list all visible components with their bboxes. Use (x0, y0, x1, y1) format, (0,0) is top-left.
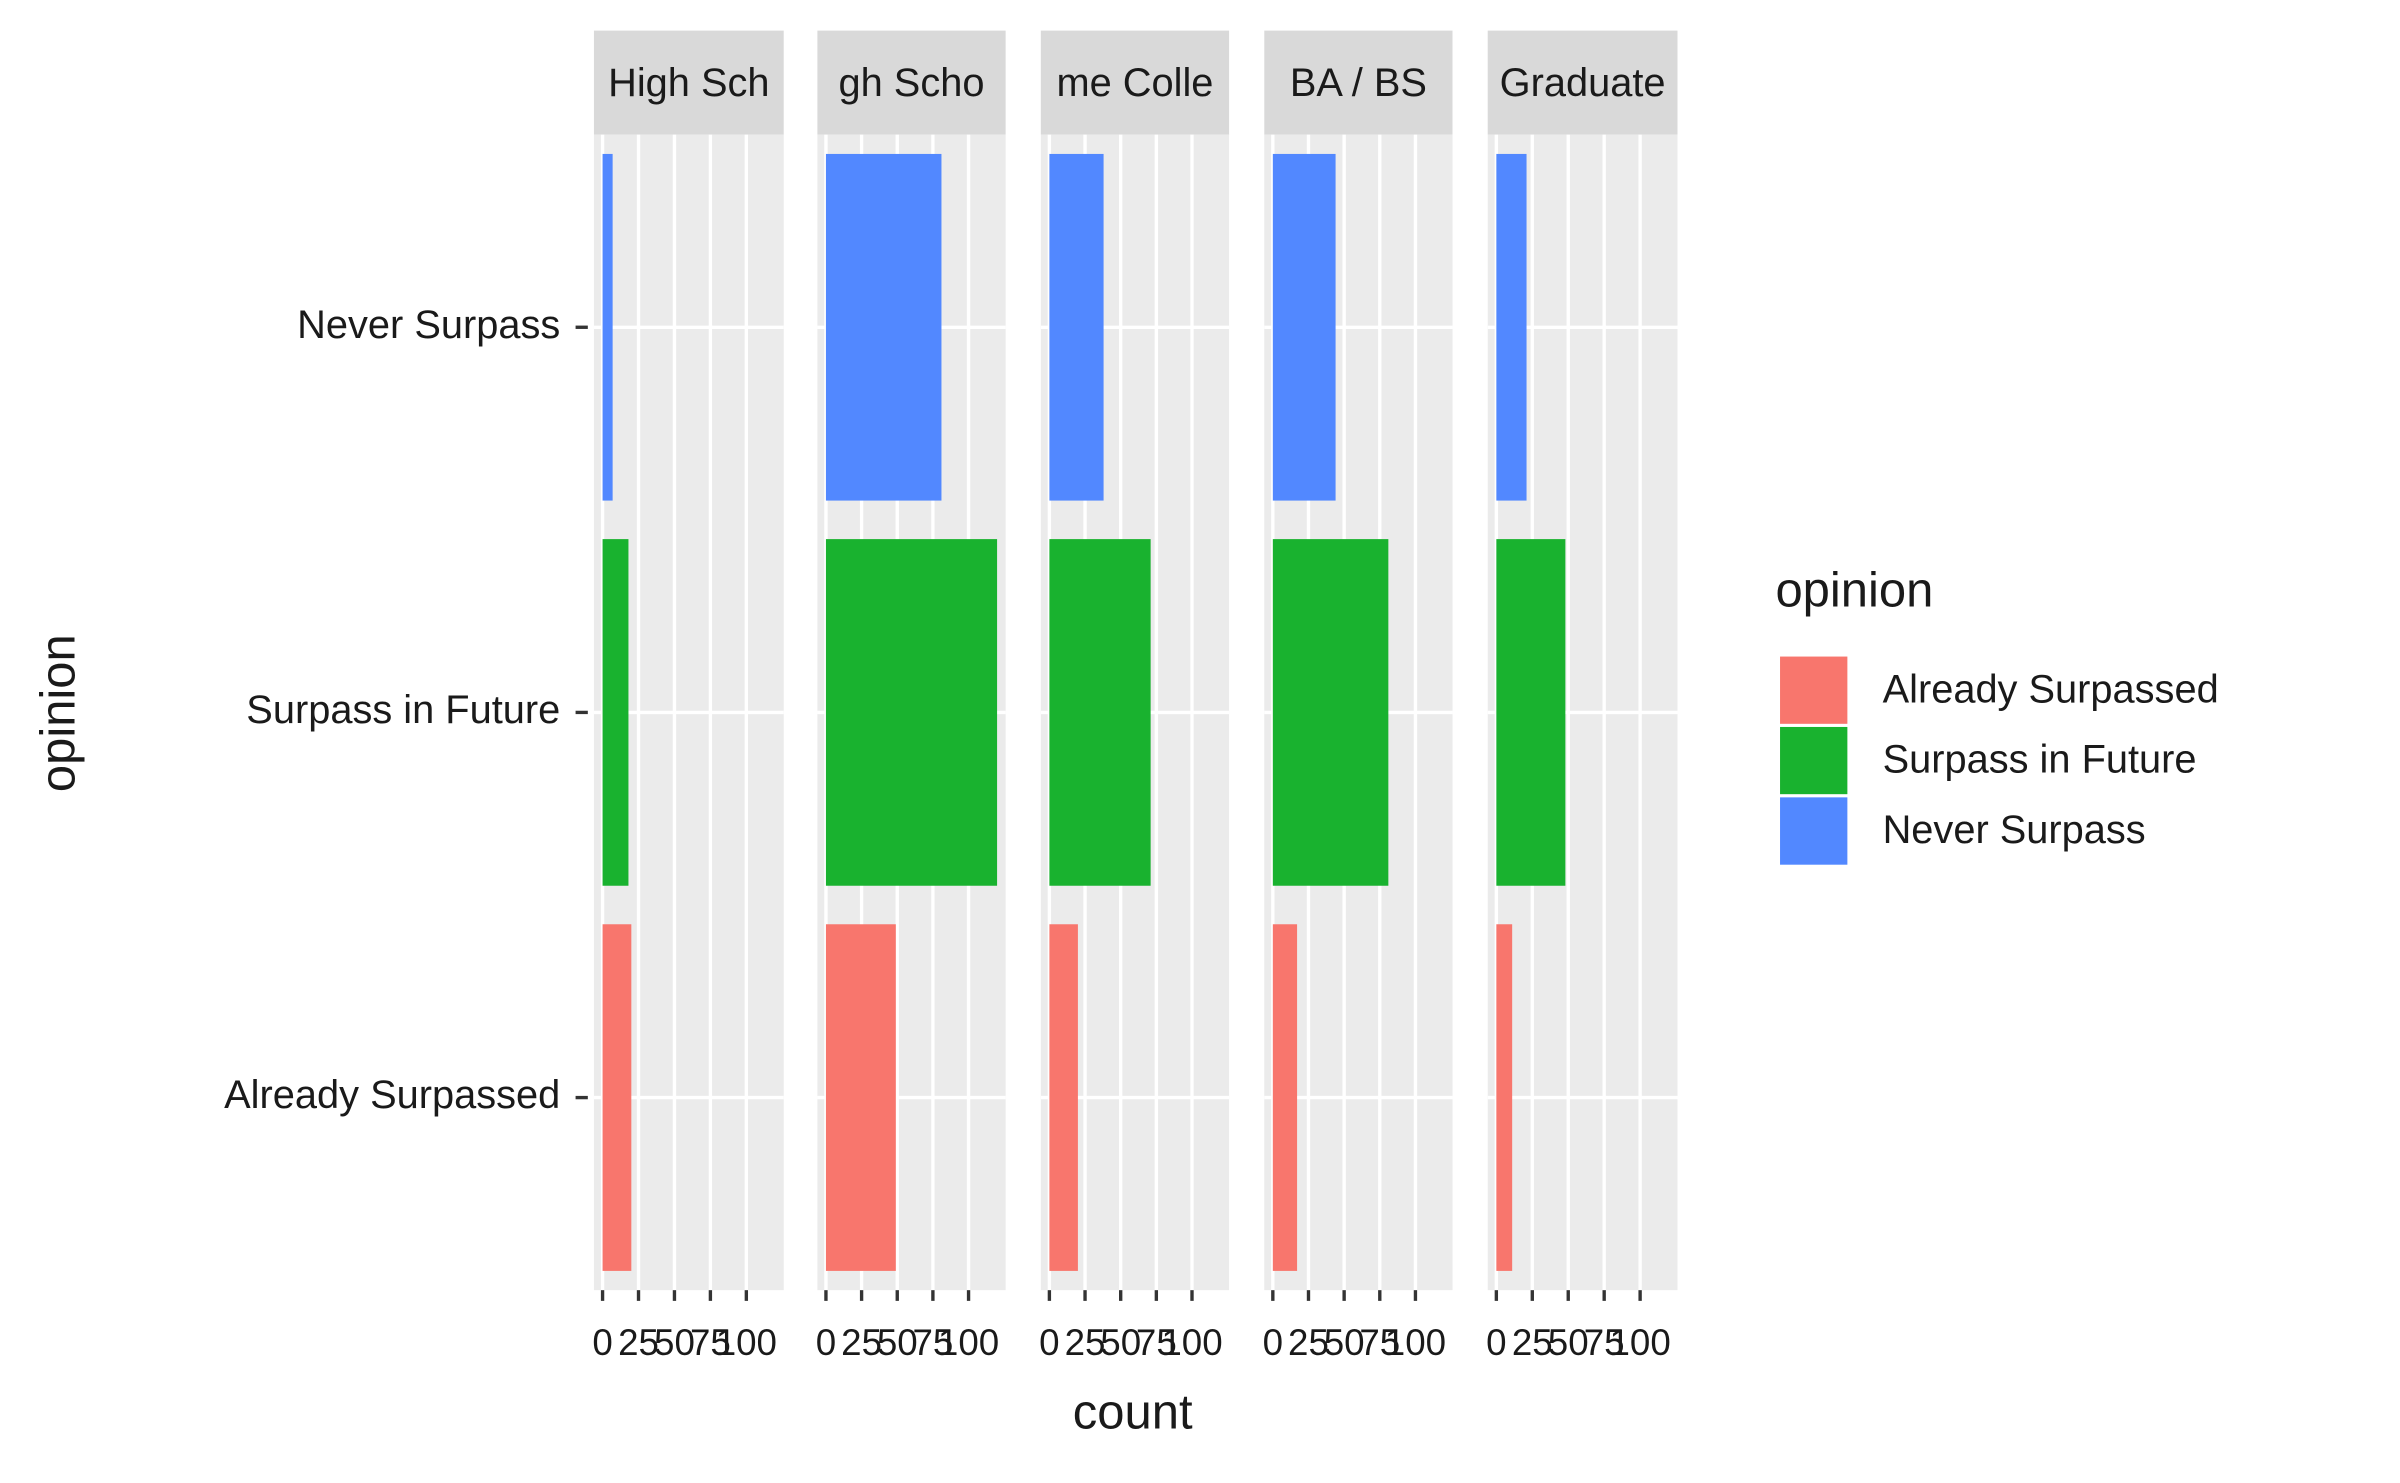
bar (602, 539, 629, 886)
x-tick-label: 100 (1161, 1322, 1222, 1363)
facet-title: High Sch (608, 61, 769, 105)
x-tick-label: 25 (1288, 1322, 1329, 1363)
x-tick-label: 0 (1039, 1322, 1059, 1363)
legend-title: opinion (1775, 564, 1933, 618)
x-tick-label: 0 (1486, 1322, 1506, 1363)
strip (817, 30, 1006, 135)
x-axis-title: count (1073, 1386, 1193, 1440)
x-tick-label: 0 (1263, 1322, 1283, 1363)
facet-title: Graduate (1500, 61, 1666, 105)
legend-swatch (1776, 653, 1851, 727)
strip (1040, 30, 1230, 135)
x-tick-label: 75 (1136, 1322, 1177, 1363)
strip (593, 30, 784, 135)
x-tick-label: 50 (877, 1322, 918, 1363)
legend-swatch (1776, 723, 1851, 798)
facet-title: me Colle (1056, 61, 1213, 105)
x-tick-label: 75 (912, 1322, 953, 1363)
x-tick-label: 100 (716, 1322, 777, 1363)
bar (825, 153, 942, 501)
bar (1496, 539, 1566, 886)
strip (1487, 30, 1678, 135)
y-tick-label: Already Surpassed (224, 1073, 560, 1117)
facet-title: gh Scho (839, 61, 985, 105)
x-tick-label: 25 (618, 1322, 659, 1363)
legend-label: Surpass in Future (1883, 738, 2197, 782)
bar (825, 924, 896, 1271)
bar (1496, 153, 1527, 501)
x-tick-label: 0 (592, 1322, 612, 1363)
facet-title: BA / BS (1290, 61, 1427, 105)
bar (1049, 924, 1078, 1271)
bar (602, 153, 613, 501)
x-tick-label: 100 (1385, 1322, 1446, 1363)
bar (1272, 539, 1389, 886)
y-tick-label: Never Surpass (297, 303, 560, 347)
x-tick-label: 50 (1548, 1322, 1589, 1363)
x-tick-label: 50 (1100, 1322, 1141, 1363)
x-tick-label: 0 (816, 1322, 836, 1363)
x-tick-label: 75 (1359, 1322, 1400, 1363)
x-tick-label: 100 (1609, 1322, 1670, 1363)
x-tick-label: 100 (938, 1322, 999, 1363)
x-tick-label: 25 (1065, 1322, 1106, 1363)
x-tick-label: 25 (841, 1322, 882, 1363)
y-tick-label: Surpass in Future (246, 688, 560, 732)
bar (602, 924, 632, 1271)
y-axis-title: opinion (31, 634, 85, 792)
bar (1049, 153, 1104, 501)
strip (1264, 30, 1453, 135)
bar (1496, 924, 1513, 1271)
legend-label: Already Surpassed (1883, 667, 2219, 711)
x-tick-label: 50 (654, 1322, 695, 1363)
x-tick-label: 50 (1324, 1322, 1365, 1363)
legend-label: Never Surpass (1883, 808, 2146, 852)
legend-swatch (1776, 794, 1851, 868)
bar (1272, 924, 1298, 1271)
x-tick-label: 75 (690, 1322, 731, 1363)
bar (1272, 153, 1336, 501)
bar (1049, 539, 1151, 886)
x-tick-label: 25 (1512, 1322, 1553, 1363)
bar (825, 539, 998, 886)
x-tick-label: 75 (1584, 1322, 1625, 1363)
